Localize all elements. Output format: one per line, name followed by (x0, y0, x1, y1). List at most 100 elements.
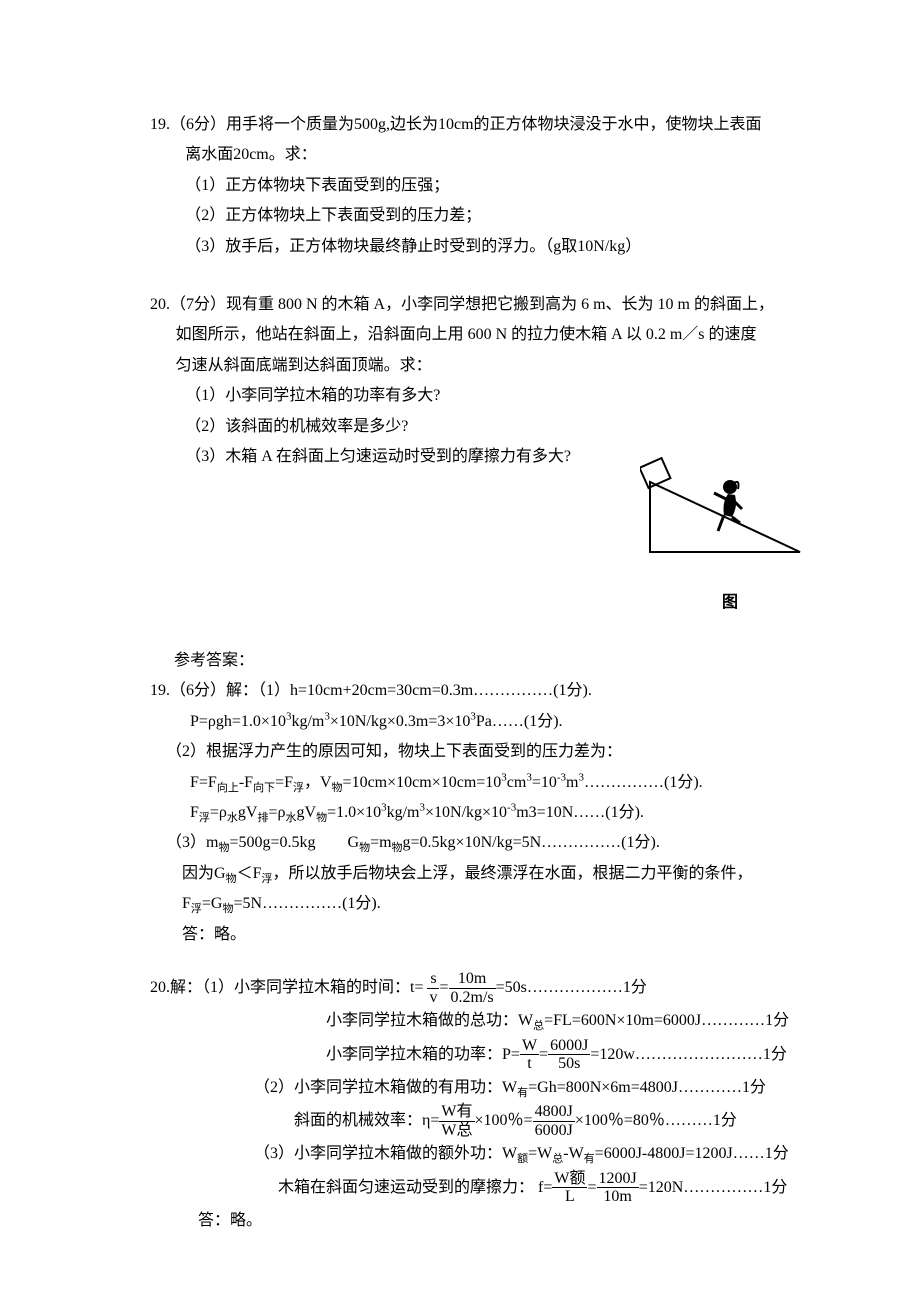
p19-item-3: （3）放手后，正方体物块最终静止时受到的浮力。（g取10N/kg） (150, 232, 800, 262)
frac-W-t: Wt (520, 1037, 539, 1073)
t: 向下 (253, 782, 275, 794)
t: 物 (226, 873, 237, 885)
t: ×100％=80％………1分 (575, 1112, 737, 1129)
t: -W (563, 1145, 583, 1162)
problem-20: 20.（7分）现有重 800 N 的木箱 A，小李同学想把它搬到高为 6 m、长… (150, 290, 800, 618)
frac-6000-50: 6000J50s (548, 1037, 590, 1073)
incline-svg (640, 452, 820, 572)
t: =10 (532, 774, 557, 791)
den: L (552, 1188, 587, 1206)
t: 排 (257, 812, 268, 824)
t: ×10N/kg×10 (425, 804, 507, 821)
t: 总 (533, 1020, 544, 1032)
t: g=0.5kg×10N/kg=5N……………(1分). (403, 834, 660, 851)
t: 浮 (261, 873, 272, 885)
t: =ρ (268, 804, 285, 821)
frac-s-v: sv (427, 970, 439, 1006)
den: v (427, 989, 439, 1007)
a19-l6: （3）m物=500g=0.5kg G物=m物g=0.5kg×10N/kg=5N…… (150, 828, 800, 858)
den: t (520, 1055, 539, 1073)
num: s (427, 970, 439, 989)
t: =F (275, 774, 293, 791)
t: 斜面的机械效率：η= (294, 1112, 439, 1129)
t: 浮 (293, 782, 304, 794)
t: F (182, 895, 191, 912)
t: cm (507, 774, 527, 791)
t: 总 (552, 1154, 563, 1166)
p19-item-2: （2）正方体物块上下表面受到的压力差； (150, 201, 800, 231)
t: =500g=0.5kg G (229, 834, 359, 851)
t: 有 (584, 1154, 595, 1166)
t: gV (297, 804, 317, 821)
a20-l1: 20.解：（1）小李同学拉木箱的时间：t= sv=10m0.2m/s=50s……… (150, 970, 800, 1006)
figure-label: 图 (630, 588, 830, 618)
answer-key-label: 参考答案： (150, 646, 800, 676)
t: 额 (517, 1154, 528, 1166)
frac-1200-10: 1200J10m (597, 1170, 639, 1206)
a20-l5: 斜面的机械效率：η=W有W总×100％=4800J6000J×100％=80％…… (150, 1103, 800, 1139)
t: gV (238, 804, 258, 821)
a20-l3: 小李同学拉木箱的功率：P=Wt=6000J50s=120w……………………1分 (150, 1037, 800, 1073)
num: W有 (439, 1103, 474, 1122)
a20-l6: （3）小李同学拉木箱做的额外功：W额=W总-W有=6000J-4800J=120… (150, 1139, 800, 1169)
t: 20.解：（1）小李同学拉木箱的时间：t= (150, 979, 423, 996)
p19-header-text: 19.（6分）用手将一个质量为500g,边长为10cm的正方体物块浸没于水中，使… (150, 116, 762, 133)
t: 物 (392, 843, 403, 855)
a19-l2: P=ρgh=1.0×103kg/m3×10N/kg×0.3m=3×103Pa……… (150, 707, 800, 737)
p20-item-1: （1）小李同学拉木箱的功率有多大? (150, 381, 800, 411)
p20-item-2: （2）该斜面的机械效率是多少? (150, 412, 800, 442)
t: ，所以放手后物块会上浮，最终漂浮在水面，根据二力平衡的条件， (272, 865, 752, 882)
t: ，V (304, 774, 332, 791)
t: 物 (218, 843, 229, 855)
num: 10m (449, 970, 496, 989)
a19-l2-end: Pa……(1分). (476, 713, 563, 730)
t: 有 (517, 1087, 528, 1099)
t: =Gh=800N×6m=4800J…………1分 (528, 1079, 766, 1096)
t: ……………(1分). (584, 774, 703, 791)
a20-l4: （2）小李同学拉木箱做的有用功：W有=Gh=800N×6m=4800J…………1… (150, 1073, 800, 1103)
num: W额 (552, 1170, 587, 1189)
den: 6000J (533, 1122, 575, 1140)
t: m (566, 774, 578, 791)
t: =G (202, 895, 223, 912)
den: W总 (439, 1122, 474, 1140)
t: = (587, 1178, 596, 1195)
p20-line1: 20.（7分）现有重 800 N 的木箱 A，小李同学想把它搬到高为 6 m、长… (150, 290, 800, 320)
a19-l9: 答：略。 (150, 920, 800, 950)
t: =W (528, 1145, 552, 1162)
t: =m (370, 834, 391, 851)
t: 水 (227, 812, 238, 824)
a19-l3: （2）根据浮力产生的原因可知，物块上下表面受到的压力差为： (150, 737, 800, 767)
a19-l5: F浮=ρ水gV排=ρ水gV物=1.0×103kg/m3×10N/kg×10-3m… (150, 798, 800, 828)
t: =120w……………………1分 (590, 1045, 787, 1062)
a20-l8: 答：略。 (150, 1206, 800, 1236)
t: （3）m (166, 834, 218, 851)
a19-l8: F浮=G物=5N……………(1分). (150, 889, 800, 919)
a19-l7: 因为G物＜F浮，所以放手后物块会上浮，最终漂浮在水面，根据二力平衡的条件， (150, 859, 800, 889)
problem-19-header: 19.（6分）用手将一个质量为500g,边长为10cm的正方体物块浸没于水中，使… (150, 110, 800, 140)
t: =FL=600N×10m=6000J…………1分 (544, 1012, 789, 1029)
t: =10cm×10cm×10cm=10 (343, 774, 502, 791)
den: 10m (597, 1188, 639, 1206)
t: 物 (222, 903, 233, 915)
a19-l1: 19.（6分）解：（1）h=10cm+20cm=30cm=0.3m……………(1… (150, 676, 800, 706)
t: kg/m (387, 804, 420, 821)
t: = (539, 1045, 548, 1062)
t: 物 (359, 843, 370, 855)
a19-l4: F=F向上-F向下=F浮，V物=10cm×10cm×10cm=103cm3=10… (150, 768, 800, 798)
t: 小李同学拉木箱做的总功：W (326, 1012, 533, 1029)
frac-4800-6000: 4800J6000J (533, 1103, 575, 1139)
p19-header-cont: 离水面20cm。求： (150, 140, 800, 170)
t: =1.0×10 (327, 804, 381, 821)
p20-line3: 匀速从斜面底端到达斜面顶端。求： (150, 351, 800, 381)
t: m3=10N……(1分). (516, 804, 644, 821)
p19-item-1: （1）正方体物块下表面受到的压强； (150, 171, 800, 201)
answer-19: 19.（6分）解：（1）h=10cm+20cm=30cm=0.3m……………(1… (150, 676, 800, 950)
t: （3）小李同学拉木箱做的额外功：W (254, 1145, 517, 1162)
den: 50s (548, 1055, 590, 1073)
t: ＜F (237, 865, 262, 882)
den: 0.2m/s (449, 989, 496, 1007)
t: （2）小李同学拉木箱做的有用功：W (254, 1079, 517, 1096)
t: 浮 (199, 812, 210, 824)
t: F=F (190, 774, 217, 791)
